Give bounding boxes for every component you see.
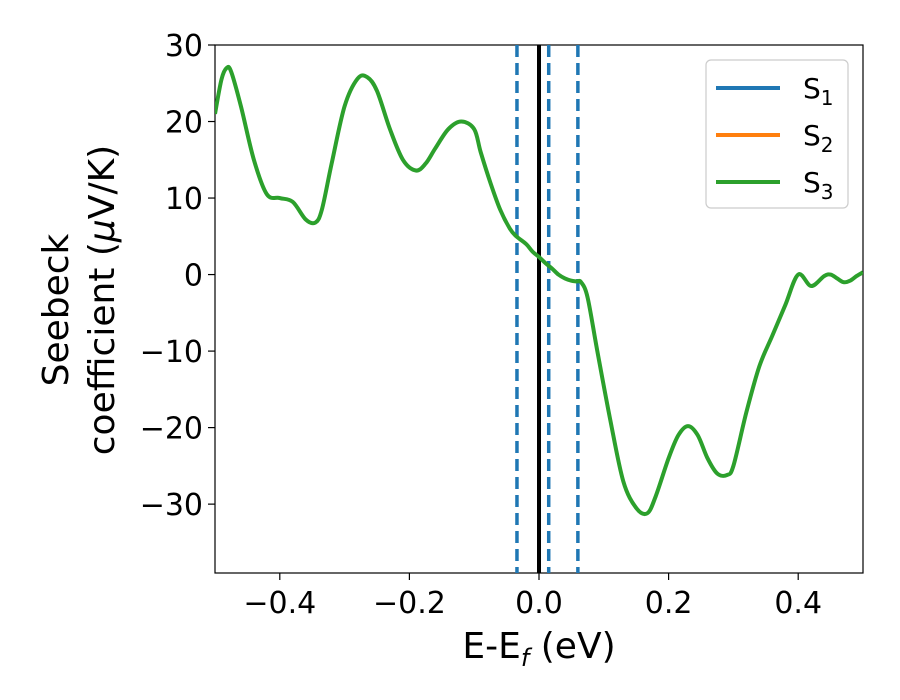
y-tick-label: −30 xyxy=(140,488,203,523)
legend-label-S2: S2 xyxy=(803,119,834,157)
y-tick-label: 30 xyxy=(165,29,203,64)
y-axis-label-line2: coefficient (μV/K) xyxy=(82,145,123,455)
y-tick-label: −20 xyxy=(140,412,203,447)
y-tick-label: −10 xyxy=(140,335,203,370)
y-tick-label: 20 xyxy=(165,106,203,141)
vertical-reference-lines xyxy=(515,45,580,573)
x-tick-label: −0.2 xyxy=(373,586,446,621)
legend-label-S1: S1 xyxy=(803,72,834,110)
x-tick-label: −0.4 xyxy=(243,586,316,621)
x-tick-label: 0.2 xyxy=(645,586,693,621)
y-axis-label-line1: Seebeck xyxy=(36,233,77,386)
x-tick-label: 0.4 xyxy=(774,586,822,621)
series-lines xyxy=(215,64,863,517)
legend-label-S3: S3 xyxy=(803,166,834,204)
series-line-S3 xyxy=(215,64,863,517)
x-axis-ticks: −0.4 −0.2 0.0 0.2 0.4 xyxy=(243,573,822,621)
x-tick-label: 0.0 xyxy=(515,586,563,621)
y-axis-ticks: 30 20 10 0 −10 −20 −30 xyxy=(140,29,215,523)
y-tick-label: 10 xyxy=(165,182,203,217)
y-tick-label: 0 xyxy=(184,259,203,294)
legend: S1 S2 S3 xyxy=(705,59,849,209)
x-axis-label: E-Ef (eV) xyxy=(462,626,615,672)
